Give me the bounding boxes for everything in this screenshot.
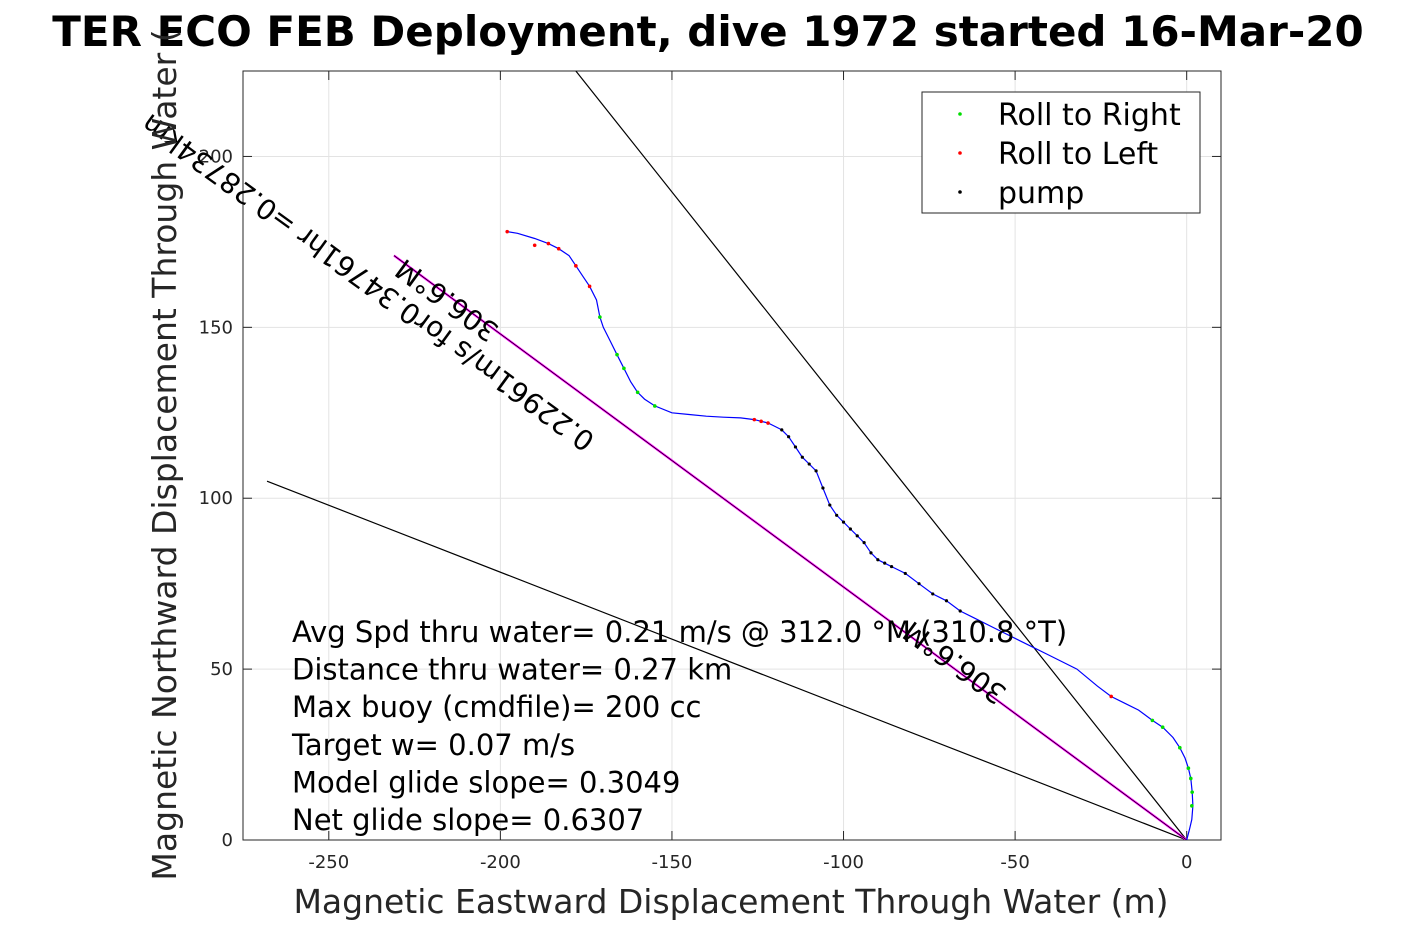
pump-point-16	[814, 469, 818, 473]
stats-block: Avg Spd thru water= 0.21 m/s @ 312.0 °M …	[291, 615, 1067, 837]
plot-area	[266, 71, 1194, 840]
legend-label-0: Roll to Right	[998, 98, 1181, 133]
legend-marker-2	[958, 190, 962, 194]
roll-left-point-9	[505, 229, 510, 234]
x-tick-label-4: -50	[1000, 852, 1029, 873]
reference-line-upper	[575, 71, 1188, 840]
pump-point-0	[958, 609, 962, 613]
pump-point-10	[855, 534, 859, 538]
roll-right-point-2	[1189, 776, 1193, 781]
y-axis-label: Magnetic Northward Displacement Through …	[145, 29, 184, 880]
x-tick-label-0: -250	[308, 852, 349, 873]
pump-point-18	[800, 455, 804, 459]
pump-point-4	[903, 571, 907, 576]
roll-left-point-4	[546, 241, 551, 246]
pump-point-17	[807, 462, 811, 466]
pump-point-19	[793, 445, 798, 449]
x-tick-label-2: -150	[652, 852, 693, 873]
legend: Roll to Right Roll to Left pump	[921, 91, 1201, 214]
legend-marker-1	[958, 151, 962, 155]
stat-line-2: Max buoy (cmdfile)= 200 cc	[292, 690, 701, 724]
y-tick-label-3: 150	[199, 317, 233, 338]
glide-line-overlay	[393, 255, 1187, 840]
y-tick-label-4: 200	[199, 146, 233, 167]
pump-point-6	[883, 561, 887, 565]
pump-point-15	[821, 486, 825, 490]
roll-right-point-10	[615, 352, 619, 357]
stat-line-4: Model glide slope= 0.3049	[292, 765, 680, 799]
roll-left-point-7	[587, 284, 592, 289]
pump-point-20	[787, 435, 791, 439]
roll-left-point-1	[759, 419, 763, 424]
pump-point-8	[869, 551, 873, 555]
roll-left-point-8	[532, 243, 537, 248]
pump-point-13	[835, 513, 839, 517]
roll-right-point-0	[1190, 804, 1194, 808]
roll-right-point-7	[652, 404, 657, 408]
x-tick-label-5: 0	[1181, 852, 1192, 873]
y-tick-label-0: 0	[222, 830, 233, 851]
stat-line-0: Avg Spd thru water= 0.21 m/s @ 312.0 °M …	[292, 615, 1067, 649]
roll-right-point-8	[635, 390, 640, 395]
pump-point-5	[889, 564, 894, 569]
roll-right-point-11	[598, 315, 602, 319]
roll-right-point-5	[1160, 725, 1165, 730]
legend-label-1: Roll to Left	[998, 137, 1158, 172]
roll-right-point-6	[1150, 718, 1155, 723]
roll-right-point-9	[622, 366, 626, 371]
pump-point-1	[944, 599, 949, 603]
chart-title: TER ECO FEB Deployment, dive 1972 starte…	[52, 7, 1363, 56]
pump-point-11	[848, 527, 852, 531]
axes-box	[242, 70, 1222, 841]
pump-point-3	[917, 582, 921, 586]
annotation-1: 0.22961m/s for0.34761hr =0.28734km	[135, 107, 600, 458]
stat-line-5: Net glide slope= 0.6307	[292, 803, 644, 837]
x-tick-label-1: -200	[480, 852, 521, 873]
pump-point-14	[828, 503, 832, 507]
y-tick-label-1: 50	[210, 659, 233, 680]
stat-line-3: Target w= 0.07 m/s	[291, 728, 575, 762]
roll-left-point-2	[752, 417, 757, 422]
axes: -250 -200 -150 -100 -50 0 0 50 100 150 200	[199, 70, 1222, 873]
stat-line-1: Distance thru water= 0.27 km	[292, 653, 732, 687]
roll-right-point-1	[1190, 790, 1194, 794]
x-tick-label-3: -100	[823, 852, 864, 873]
pump-point-12	[841, 520, 846, 524]
pump-point-2	[931, 592, 935, 596]
roll-right-point-3	[1186, 766, 1191, 771]
pump-point-7	[876, 558, 880, 562]
legend-label-2: pump	[998, 176, 1084, 211]
legend-box	[921, 91, 1201, 214]
x-axis-label: Magnetic Eastward Displacement Through W…	[293, 882, 1168, 921]
roll-left-point-5	[556, 246, 561, 251]
reference-line-lower	[266, 480, 1187, 840]
legend-marker-0	[958, 112, 962, 116]
roll-left-point-3	[766, 421, 770, 425]
pump-point-21	[780, 428, 784, 432]
pump-point-9	[862, 541, 866, 545]
roll-left-point-6	[574, 264, 578, 268]
dive-track-line	[507, 231, 1194, 840]
roll-right-point-4	[1178, 745, 1182, 750]
roll-left-point-0	[1109, 694, 1113, 699]
y-tick-label-2: 100	[199, 488, 233, 509]
